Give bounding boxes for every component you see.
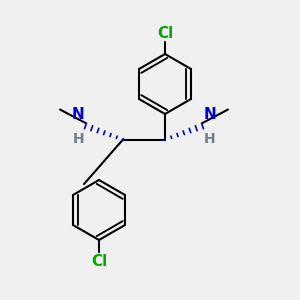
Text: N: N — [204, 107, 217, 122]
Text: H: H — [204, 132, 216, 146]
Text: N: N — [71, 107, 84, 122]
Text: Cl: Cl — [157, 26, 173, 40]
Text: H: H — [72, 132, 84, 146]
Text: Cl: Cl — [91, 254, 107, 268]
